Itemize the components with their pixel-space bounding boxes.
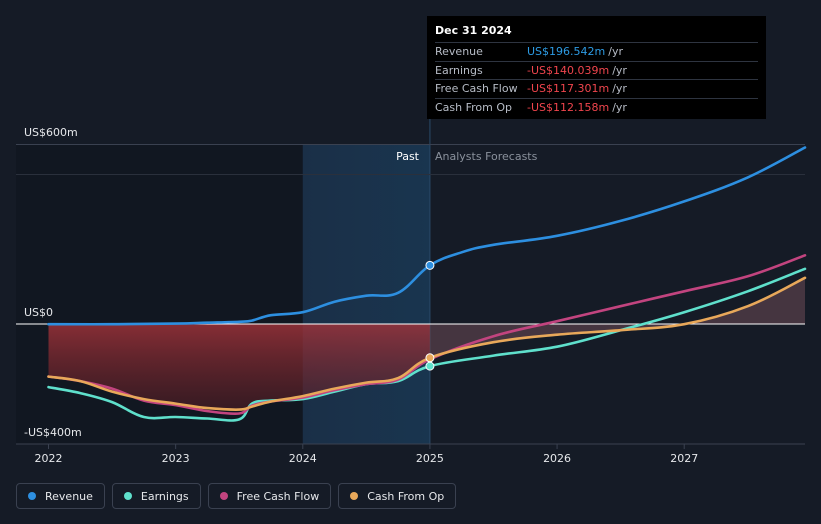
x-tick-label: 2026 xyxy=(543,452,571,465)
legend-dot-icon xyxy=(350,492,359,500)
tooltip-row-value: -US$117.301m xyxy=(527,82,610,95)
tooltip-row-value: -US$140.039m xyxy=(527,63,610,77)
legend-dot-icon xyxy=(28,492,36,500)
legend-item-revenue[interactable]: Revenue xyxy=(16,483,105,509)
past-label: Past xyxy=(396,150,420,163)
series-line-free-cash-flow xyxy=(47,254,807,416)
tooltip: Dec 31 2024 Revenue US$196.542m/yr Earning… xyxy=(427,16,766,119)
series-marker-cash-from-op xyxy=(425,353,435,363)
x-tick-label: 2027 xyxy=(670,452,698,465)
tooltip-row-value: US$196.542m xyxy=(527,45,606,58)
tooltip-row-unit: /yr xyxy=(608,45,623,58)
tooltip-row: Earnings -US$140.039m/yr xyxy=(435,60,758,80)
forecast-label: Analysts Forecasts xyxy=(435,150,538,163)
y-label-top: US$600m xyxy=(24,126,78,139)
tooltip-row-unit: /yr xyxy=(612,100,627,114)
legend-label: Earnings xyxy=(140,489,189,503)
legend-label: Free Cash Flow xyxy=(236,489,320,503)
past-highlight-region xyxy=(302,144,430,444)
series-marker-revenue xyxy=(425,260,435,270)
legend-dot-icon xyxy=(123,492,132,500)
tooltip-row-name: Free Cash Flow xyxy=(435,82,518,95)
tooltip-row-unit: /yr xyxy=(612,82,627,95)
legend: Revenue Earnings Free Cash Flow Cash From O… xyxy=(16,483,457,509)
y-label-zero: US$0 xyxy=(24,306,53,319)
tooltip-row: Free Cash Flow -US$117.301m/yr xyxy=(435,79,758,98)
tooltip-row-value: -US$112.158m xyxy=(527,100,610,114)
tooltip-row-name: Revenue xyxy=(435,45,483,58)
legend-item-earnings[interactable]: Earnings xyxy=(111,483,201,509)
x-tick-label: 2024 xyxy=(289,452,317,465)
x-tick-label: 2022 xyxy=(35,452,63,465)
series-line-revenue xyxy=(47,146,807,326)
legend-dot-icon xyxy=(219,492,228,500)
legend-item-cash-from-op[interactable]: Cash From Op xyxy=(338,483,457,509)
tooltip-date: Dec 31 2024 xyxy=(435,24,512,37)
x-tick-label: 2023 xyxy=(162,452,190,465)
tooltip-row: Revenue US$196.542m/yr xyxy=(435,42,758,61)
y-label-bottom: -US$400m xyxy=(24,426,82,439)
series-line-cash-from-op xyxy=(47,276,807,411)
legend-label: Revenue xyxy=(45,489,93,503)
tooltip-row-unit: /yr xyxy=(612,63,627,77)
x-tick-label: 2025 xyxy=(416,452,444,465)
tooltip-row-name: Earnings xyxy=(435,63,483,77)
legend-item-free-cash-flow[interactable]: Free Cash Flow xyxy=(207,483,332,509)
tooltip-row: Cash From Op -US$112.158m/yr xyxy=(435,97,758,117)
series-marker-earnings xyxy=(425,361,435,371)
legend-label: Cash From Op xyxy=(367,489,445,503)
tooltip-row-name: Cash From Op xyxy=(435,100,513,114)
